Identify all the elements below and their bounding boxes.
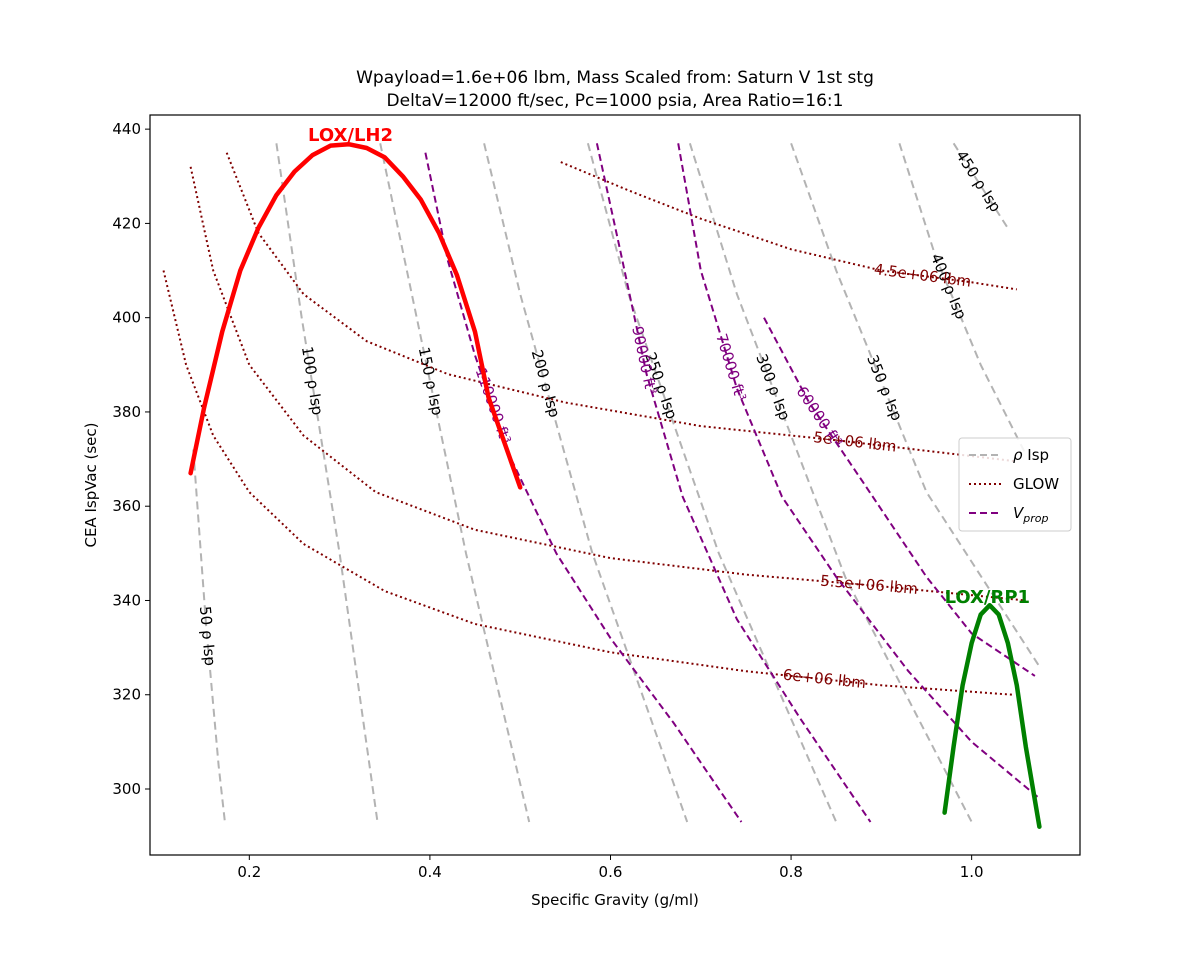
x-tick-label-4: 1.0	[960, 863, 984, 881]
rho-isp-label-150: 150 ρ Isp	[415, 345, 447, 417]
legend-label-vprop: Vprop	[1013, 504, 1049, 525]
vprop-contour-3	[424, 152, 743, 823]
legend-label-glow: GLOW	[1013, 475, 1059, 493]
y-tick-label-1: 320	[112, 686, 141, 704]
rho-isp-contour-350	[790, 142, 1041, 668]
legend-box	[958, 437, 1072, 532]
y-axis-label: CEA IspVac (sec)	[82, 422, 100, 547]
propellant-label-1: LOX/RP1	[945, 587, 1031, 608]
vprop-contour-2	[595, 143, 872, 823]
glow-contour-0	[560, 161, 1017, 291]
legend: ρ Isp GLOW Vprop	[958, 437, 1072, 532]
glow-contour-1	[225, 152, 1017, 463]
rho-isp-label-350: 350 ρ Isp	[863, 352, 906, 423]
y-tick-label-0: 300	[112, 780, 141, 798]
propellant-curve-0	[188, 141, 523, 490]
y-tick-label-4: 380	[112, 403, 141, 421]
rho-isp-label-200: 200 ρ Isp	[528, 348, 564, 420]
propellant-label-0: LOX/LH2	[308, 125, 393, 146]
glow-contour-2	[189, 166, 1026, 602]
chart-title-line1: Wpayload=1.6e+06 lbm, Mass Scaled from: …	[356, 68, 874, 88]
rho-isp-contour-450	[952, 142, 1009, 229]
rho-isp-label-100: 100 ρ Isp	[298, 345, 327, 416]
rho-isp-contour-250	[586, 143, 838, 823]
y-tick-label-6: 420	[112, 214, 141, 232]
x-axis-label: Specific Gravity (g/ml)	[531, 891, 699, 909]
y-tick-label-2: 340	[112, 591, 141, 609]
chart-title-line2: DeltaV=12000 ft/sec, Pc=1000 psia, Area …	[387, 91, 844, 111]
y-tick-label-7: 440	[112, 120, 141, 138]
rho-isp-contour-150	[379, 143, 531, 823]
rho-isp-contour-100	[275, 143, 379, 823]
legend-label-rho_isp: ρ Isp	[1013, 446, 1049, 464]
x-tick-label-2: 0.6	[599, 863, 623, 881]
x-tick-label-1: 0.4	[418, 863, 442, 881]
y-tick-label-3: 360	[112, 497, 141, 515]
glow-contour-3	[162, 270, 1013, 696]
glow-label-3: 6e+06 lbm	[782, 666, 867, 693]
x-tick-label-3: 0.8	[779, 863, 803, 881]
rho-isp-contour-200	[483, 143, 689, 823]
rho-isp-label-450: 450 ρ Isp	[952, 147, 1005, 215]
rho-isp-contour-400	[898, 142, 1027, 455]
propellant-curve-1	[942, 602, 1042, 829]
plot-frame	[149, 114, 1081, 856]
axes: 0.2 0.4 0.6 0.8 1.0 300 320 340 360 380 400 420 440	[112, 114, 1081, 881]
vprop-contour-0	[763, 317, 1036, 677]
y-tick-label-5: 400	[112, 309, 141, 327]
rho-isp-contour-300	[688, 143, 973, 823]
vprop-label-1: 70000 ft³	[712, 331, 750, 403]
glow-label-0: 4.5e+06 lbm	[873, 260, 972, 291]
rho-isp-contour-50	[192, 449, 226, 823]
vprop-contour-1	[677, 143, 1041, 800]
x-tick-label-0: 0.2	[237, 863, 261, 881]
rho-isp-label-50: 50 ρ Isp	[196, 605, 219, 666]
